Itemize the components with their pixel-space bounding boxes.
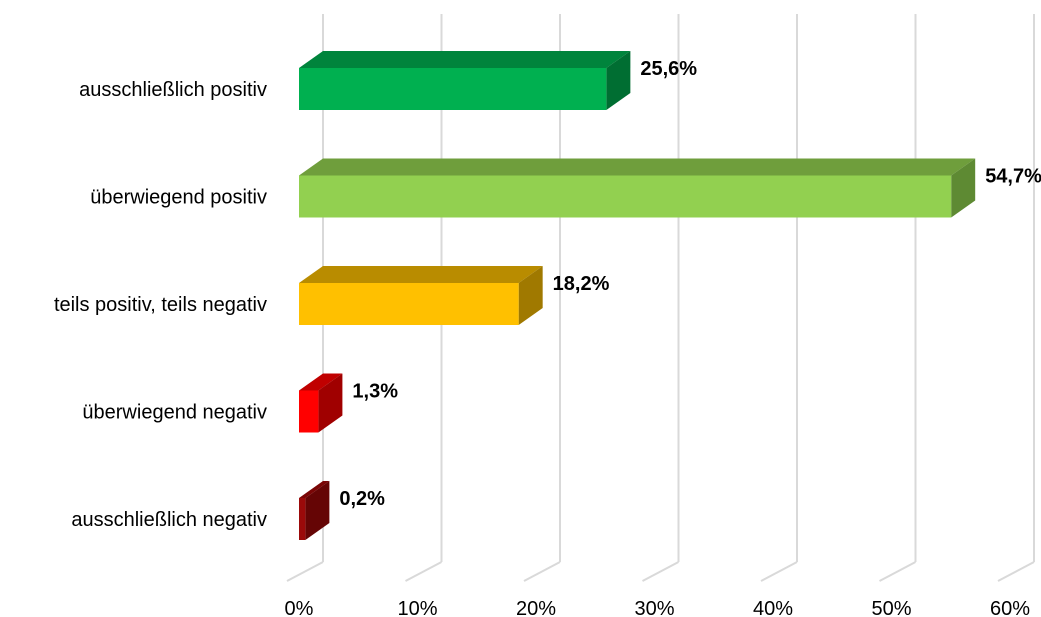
data-label: 1,3% [352, 381, 398, 403]
gridline-floor [879, 561, 916, 582]
bar-top [299, 266, 543, 283]
x-tick-label: 40% [753, 598, 793, 617]
bar-top [299, 481, 330, 498]
data-label: 25,6% [640, 58, 697, 80]
category-label: ausschließlich negativ [71, 509, 267, 531]
data-label: 0,2% [339, 488, 385, 510]
bars [299, 51, 976, 540]
labels: 0% 10% 20% 30% 40% 50% 60% ausschließlich posit… [54, 58, 1041, 617]
bar-top [299, 373, 343, 391]
x-tick-label: 60% [990, 598, 1030, 617]
x-tick-label: 50% [871, 598, 911, 617]
x-tick-label: 0% [285, 598, 314, 617]
gridline-floor [523, 561, 561, 582]
gridline-floor [997, 561, 1035, 582]
gridline-floor [760, 561, 798, 582]
bar-side [606, 51, 631, 110]
bar-side [951, 158, 976, 218]
bar [299, 390, 319, 433]
gridline-floor [405, 561, 442, 582]
category-label: überwiegend negativ [82, 402, 267, 424]
bar [299, 283, 519, 325]
data-label: 18,2% [553, 273, 610, 295]
x-tick-label: 10% [397, 598, 437, 617]
x-tick-label: 20% [516, 598, 556, 617]
bar [299, 498, 306, 540]
bar [299, 175, 952, 218]
category-label: teils positiv, teils negativ [54, 294, 267, 316]
bar-side [318, 373, 343, 433]
bar-side [305, 481, 330, 540]
category-label: ausschließlich positiv [79, 79, 267, 101]
data-label: 54,7% [985, 166, 1041, 188]
gridline-floor [286, 561, 324, 582]
bar-top [299, 158, 976, 176]
bar [299, 68, 607, 110]
category-label: überwiegend positiv [90, 187, 267, 209]
bar-top [299, 51, 631, 68]
bar-side [518, 266, 543, 325]
gridline-floor [642, 561, 679, 582]
x-tick-label: 30% [634, 598, 674, 617]
